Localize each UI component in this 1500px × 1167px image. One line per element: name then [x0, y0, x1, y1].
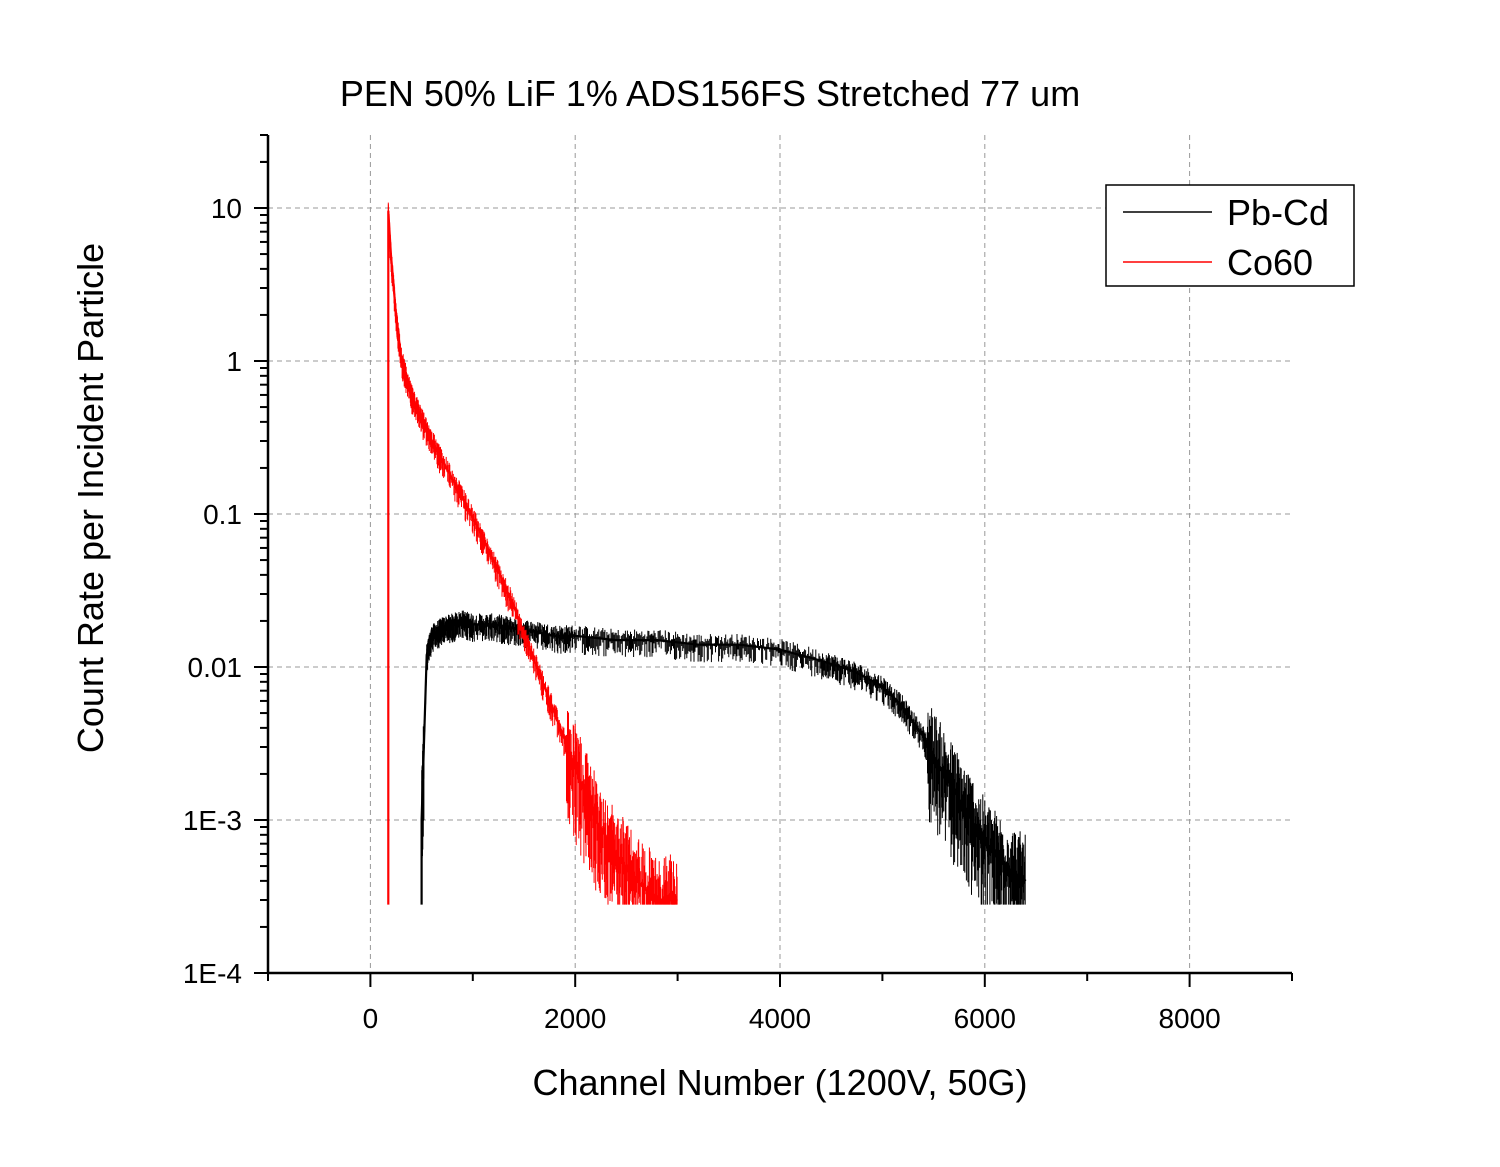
y-tick-label: 0.1	[203, 499, 242, 530]
legend-label-pb-cd: Pb-Cd	[1227, 192, 1329, 233]
legend: Pb-Cd Co60	[1105, 184, 1355, 287]
series-noise-pb-cd	[421, 610, 1026, 905]
x-tick-label: 6000	[954, 1003, 1016, 1034]
legend-box	[1105, 184, 1355, 287]
y-axis-label: Count Rate per Incident Particle	[70, 243, 111, 753]
y-tick-label: 1	[226, 346, 242, 377]
series-layer	[387, 202, 1027, 905]
legend-label-co60: Co60	[1227, 242, 1313, 283]
tick-labels: 0 2000 4000 6000 8000 1E-4 1E-3 0.01 0.1 1 10	[183, 193, 1221, 1034]
x-tick-label: 8000	[1158, 1003, 1220, 1034]
x-tick-label: 2000	[544, 1003, 606, 1034]
x-tick-label: 0	[363, 1003, 379, 1034]
y-tick-label: 10	[211, 193, 242, 224]
series-noise-co60	[387, 202, 678, 905]
y-tick-label: 0.01	[188, 652, 243, 683]
chart-title: PEN 50% LiF 1% ADS156FS Stretched 77 um	[340, 73, 1080, 114]
tick-marks	[254, 134, 1293, 987]
y-tick-label: 1E-4	[183, 958, 242, 989]
x-tick-label: 4000	[749, 1003, 811, 1034]
y-tick-label: 1E-3	[183, 805, 242, 836]
grid-lines	[268, 135, 1292, 973]
x-axis-label: Channel Number (1200V, 50G)	[533, 1062, 1028, 1103]
